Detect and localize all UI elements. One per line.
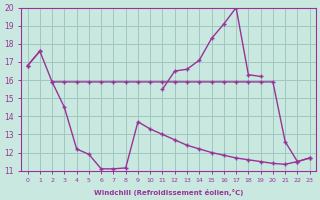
X-axis label: Windchill (Refroidissement éolien,°C): Windchill (Refroidissement éolien,°C) [94, 189, 243, 196]
